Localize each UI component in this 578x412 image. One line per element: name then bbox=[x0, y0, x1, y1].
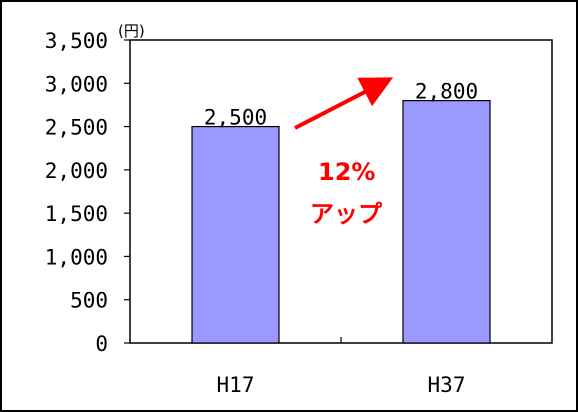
x-tick-label: H17 bbox=[217, 373, 255, 397]
increase-arrow bbox=[294, 77, 394, 130]
y-tick-label: 0 bbox=[95, 332, 108, 356]
annotation-text: アップ bbox=[310, 200, 383, 228]
annotation-percent: 12% bbox=[318, 158, 375, 186]
y-tick-label: 3,000 bbox=[45, 72, 108, 96]
x-tick-label: H37 bbox=[428, 373, 466, 397]
data-label: 2,800 bbox=[415, 80, 478, 104]
y-tick-label: 1,500 bbox=[45, 202, 108, 226]
y-tick-label: 2,500 bbox=[45, 116, 108, 140]
y-tick-label: 500 bbox=[70, 289, 108, 313]
data-label: 2,500 bbox=[204, 106, 267, 130]
y-unit-label: (円) bbox=[118, 22, 145, 40]
increase-annotation: 12% アップ bbox=[294, 77, 394, 228]
y-tick-label: 1,000 bbox=[45, 245, 108, 269]
bar-h37 bbox=[402, 99, 491, 344]
y-tick-label: 2,000 bbox=[45, 159, 108, 183]
bars: 2,500 2,800 bbox=[191, 80, 491, 344]
x-axis: H17 H37 bbox=[217, 337, 466, 397]
bar-h17 bbox=[191, 125, 280, 344]
y-axis: 0 500 1,000 1,500 2,000 2,500 3,000 3,500 bbox=[45, 29, 130, 356]
y-tick-label: 3,500 bbox=[45, 29, 108, 53]
